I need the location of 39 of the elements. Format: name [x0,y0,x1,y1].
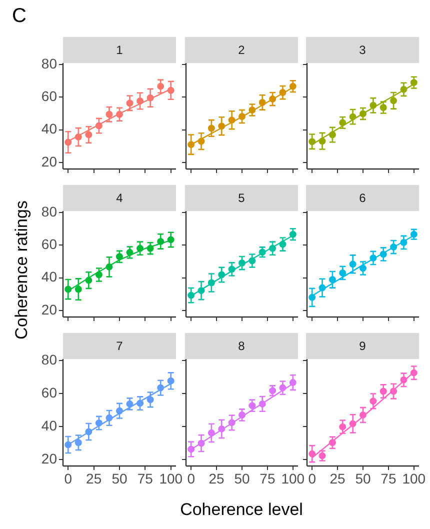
x-tick-label: 50 [355,470,371,486]
x-tick-label: 100 [159,470,183,486]
y-tick-label: 20 [41,153,58,170]
x-tick-label: 75 [137,470,154,486]
x-tick-label: 75 [380,470,396,486]
x-tick-label: 0 [308,470,316,486]
chart-title: 4 [63,185,176,211]
chart-title: 7 [63,333,176,359]
y-axis-title: Coherence ratings [12,200,32,340]
y-tick-label: 80 [41,352,58,368]
y-tick-label: 20 [41,301,58,318]
x-axis-title: Coherence level [180,500,303,520]
y-tick-label: 40 [41,417,58,434]
x-tick-label: 0 [64,470,72,486]
y-tick-label: 20 [41,450,58,466]
chart-title: 2 [185,37,298,63]
chart-title: 1 [63,37,176,63]
chart-title: 3 [306,37,419,63]
x-tick-label: 100 [402,470,426,486]
y-tick-label: 60 [41,88,58,104]
x-tick-label: 100 [281,470,305,486]
x-tick-label: 25 [208,470,225,486]
x-tick-label: 75 [260,470,276,486]
chart-title: 6 [306,185,419,211]
chart-title: 8 [185,333,298,359]
chart-title: 9 [306,333,419,359]
x-tick-label: 0 [187,470,196,486]
x-tick-label: 25 [86,470,102,486]
x-tick-label: 50 [234,470,250,486]
x-tick-label: 50 [112,470,128,486]
y-tick-label: 60 [41,384,58,400]
text: C [12,5,26,27]
y-tick-label: 40 [41,268,58,285]
x-tick-label: 25 [330,470,346,486]
y-tick-label: 80 [41,55,58,72]
chart-title: 5 [185,185,298,211]
y-tick-label: 40 [41,120,58,137]
y-tick-label: 80 [41,203,58,220]
y-tick-label: 60 [41,236,58,252]
